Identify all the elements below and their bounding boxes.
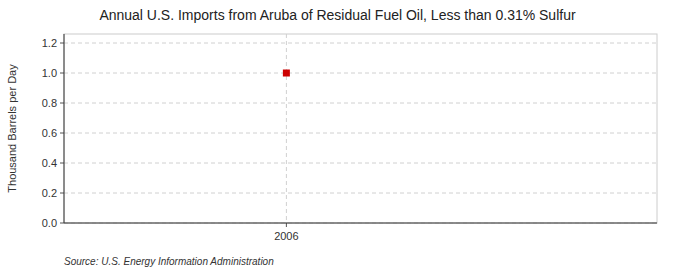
x-tick xyxy=(286,223,287,227)
data-point xyxy=(283,70,290,77)
y-tick xyxy=(60,43,64,44)
x-axis-line xyxy=(64,223,657,224)
x-tick-label: 2006 xyxy=(274,230,298,242)
y-tick-label: 0.2 xyxy=(42,187,57,199)
y-tick xyxy=(60,133,64,134)
x-grid-line xyxy=(286,34,287,223)
y-tick-label: 0.4 xyxy=(42,157,57,169)
plot-frame xyxy=(64,34,657,223)
y-tick-label: 0.8 xyxy=(42,97,57,109)
y-axis-label: Thousand Barrels per Day xyxy=(6,64,18,193)
y-tick-label: 0.6 xyxy=(42,127,57,139)
y-grid-line xyxy=(64,73,657,74)
title: Annual U.S. Imports from Aruba of Residu… xyxy=(99,7,576,23)
source-note: Source: U.S. Energy Information Administ… xyxy=(64,256,274,267)
y-tick-label: 1.0 xyxy=(42,67,57,79)
y-tick-label: 1.2 xyxy=(42,37,57,49)
chart-svg: Annual U.S. Imports from Aruba of Residu… xyxy=(0,0,675,275)
y-axis-line xyxy=(64,34,65,223)
chart-container: Annual U.S. Imports from Aruba of Residu… xyxy=(0,0,675,275)
y-grid-line xyxy=(64,223,657,224)
y-grid-line xyxy=(64,193,657,194)
y-tick-label: 0.0 xyxy=(42,217,57,229)
y-grid-line xyxy=(64,43,657,44)
y-tick xyxy=(60,223,64,224)
y-grid-line xyxy=(64,133,657,134)
y-grid-line xyxy=(64,103,657,104)
y-grid-line xyxy=(64,163,657,164)
y-tick xyxy=(60,163,64,164)
y-tick xyxy=(60,73,64,74)
plot-data xyxy=(283,70,290,77)
y-tick xyxy=(60,193,64,194)
y-tick xyxy=(60,103,64,104)
